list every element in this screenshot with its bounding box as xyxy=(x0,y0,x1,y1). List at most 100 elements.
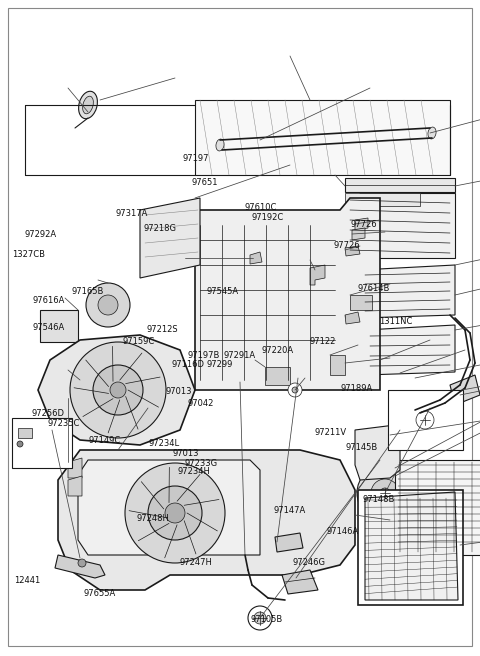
Circle shape xyxy=(288,383,302,397)
Bar xyxy=(195,100,450,175)
Text: 97116D: 97116D xyxy=(172,360,205,369)
Text: 97211V: 97211V xyxy=(314,428,347,438)
Polygon shape xyxy=(365,492,458,600)
Ellipse shape xyxy=(79,91,97,119)
Circle shape xyxy=(357,465,413,521)
Circle shape xyxy=(86,283,130,327)
Circle shape xyxy=(165,503,185,523)
Text: 97197: 97197 xyxy=(182,154,209,163)
Polygon shape xyxy=(38,335,195,445)
Bar xyxy=(345,178,455,192)
Circle shape xyxy=(78,559,86,567)
Bar xyxy=(330,355,345,375)
Text: 97317A: 97317A xyxy=(115,209,147,218)
Circle shape xyxy=(148,486,202,540)
Text: 97105B: 97105B xyxy=(250,615,283,625)
Circle shape xyxy=(248,606,272,630)
Text: 97291A: 97291A xyxy=(223,351,255,360)
Text: 97189A: 97189A xyxy=(341,384,373,393)
Text: 97292A: 97292A xyxy=(25,230,57,239)
Text: 97212S: 97212S xyxy=(146,325,178,335)
Text: 97220A: 97220A xyxy=(262,346,294,356)
Text: 97651: 97651 xyxy=(192,178,218,187)
Ellipse shape xyxy=(428,127,436,139)
Polygon shape xyxy=(282,570,318,594)
Text: 97614B: 97614B xyxy=(358,284,390,293)
Bar xyxy=(395,460,480,555)
Text: 97159C: 97159C xyxy=(122,337,155,346)
Text: 97655A: 97655A xyxy=(84,588,116,598)
Polygon shape xyxy=(352,228,365,240)
Text: 97256D: 97256D xyxy=(31,409,64,418)
Text: 97013: 97013 xyxy=(173,449,199,459)
Text: 97248H: 97248H xyxy=(137,514,169,523)
Text: 97165B: 97165B xyxy=(71,287,103,296)
Text: 1327CB: 1327CB xyxy=(12,250,45,259)
Text: 97299: 97299 xyxy=(206,360,233,369)
Polygon shape xyxy=(365,325,455,375)
Polygon shape xyxy=(355,425,400,480)
Text: 97013: 97013 xyxy=(166,387,192,396)
Text: 97726: 97726 xyxy=(334,241,360,251)
Text: 12441: 12441 xyxy=(14,576,41,585)
Polygon shape xyxy=(450,375,480,405)
Polygon shape xyxy=(345,193,455,258)
Text: 97246G: 97246G xyxy=(293,558,326,567)
Text: 97218G: 97218G xyxy=(143,224,176,233)
Polygon shape xyxy=(140,198,200,278)
Text: 97192C: 97192C xyxy=(252,213,284,222)
Ellipse shape xyxy=(216,139,224,151)
Bar xyxy=(350,295,372,310)
Polygon shape xyxy=(310,265,325,285)
Polygon shape xyxy=(195,198,380,390)
Polygon shape xyxy=(275,533,303,552)
Text: 97145B: 97145B xyxy=(346,443,378,452)
Polygon shape xyxy=(68,476,82,496)
Ellipse shape xyxy=(83,96,94,113)
Text: 1311NC: 1311NC xyxy=(379,317,413,326)
Text: 97197B: 97197B xyxy=(187,351,219,360)
Text: 97247H: 97247H xyxy=(180,558,213,567)
Bar xyxy=(12,418,72,468)
Text: 97146A: 97146A xyxy=(326,527,359,536)
Circle shape xyxy=(70,342,166,438)
Text: 97234H: 97234H xyxy=(178,466,210,476)
Text: 97149C: 97149C xyxy=(89,436,121,445)
Text: 97235C: 97235C xyxy=(47,419,79,428)
Circle shape xyxy=(371,479,399,507)
Circle shape xyxy=(380,488,390,498)
Text: 97616A: 97616A xyxy=(33,296,65,305)
Circle shape xyxy=(93,365,143,415)
Circle shape xyxy=(17,441,23,447)
Circle shape xyxy=(416,411,434,429)
Polygon shape xyxy=(345,193,420,206)
Text: 97546A: 97546A xyxy=(33,323,65,333)
Text: 97545A: 97545A xyxy=(206,287,239,296)
Circle shape xyxy=(125,463,225,563)
Polygon shape xyxy=(78,460,260,555)
Circle shape xyxy=(254,612,266,624)
Polygon shape xyxy=(345,246,360,256)
Circle shape xyxy=(110,382,126,398)
Circle shape xyxy=(292,387,298,393)
Bar xyxy=(388,390,463,450)
Text: 97042: 97042 xyxy=(187,399,214,408)
Circle shape xyxy=(98,295,118,315)
Bar xyxy=(265,367,290,385)
Text: 97610C: 97610C xyxy=(245,203,277,212)
Polygon shape xyxy=(355,218,368,230)
Text: 97122: 97122 xyxy=(310,337,336,346)
Polygon shape xyxy=(250,252,262,264)
Polygon shape xyxy=(58,450,355,590)
Text: 97148B: 97148B xyxy=(362,495,395,504)
Polygon shape xyxy=(68,458,82,478)
Polygon shape xyxy=(345,312,360,324)
Text: 97233G: 97233G xyxy=(185,459,218,468)
Text: 97147A: 97147A xyxy=(274,506,306,515)
Polygon shape xyxy=(360,265,455,318)
Bar xyxy=(358,490,463,605)
Bar xyxy=(18,428,32,438)
Text: 97726: 97726 xyxy=(350,220,377,229)
Bar xyxy=(40,310,78,342)
Text: 97234L: 97234L xyxy=(149,439,180,448)
